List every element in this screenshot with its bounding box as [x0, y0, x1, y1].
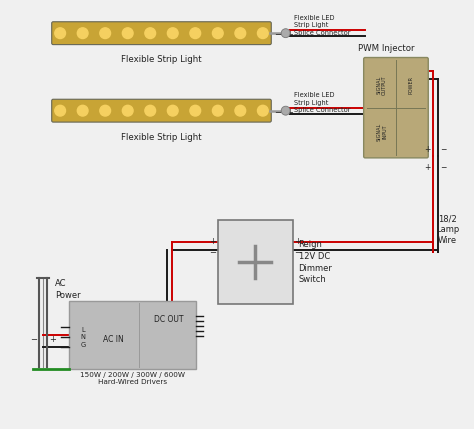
- Text: +: +: [209, 237, 216, 246]
- Circle shape: [167, 28, 178, 39]
- Text: −: −: [209, 248, 216, 257]
- Text: +: +: [424, 163, 431, 172]
- Circle shape: [145, 105, 155, 116]
- Circle shape: [281, 106, 290, 115]
- Text: AC IN: AC IN: [103, 335, 124, 344]
- Text: L
N
G: L N G: [81, 327, 86, 347]
- Text: SIGNAL
INPUT: SIGNAL INPUT: [376, 123, 387, 141]
- Circle shape: [100, 105, 110, 116]
- Text: +: +: [49, 335, 56, 344]
- Text: +: +: [424, 145, 431, 154]
- Circle shape: [257, 28, 268, 39]
- Circle shape: [257, 105, 268, 116]
- Text: AC
Power: AC Power: [55, 279, 81, 299]
- Text: PWM Injector: PWM Injector: [358, 44, 414, 53]
- Circle shape: [190, 105, 201, 116]
- Text: +: +: [286, 108, 293, 117]
- Text: Flexible Strip Light: Flexible Strip Light: [121, 55, 202, 64]
- Text: Reign
12V DC
Dimmer
Switch: Reign 12V DC Dimmer Switch: [299, 240, 332, 284]
- Text: −: −: [440, 163, 446, 172]
- Text: −: −: [30, 335, 37, 344]
- Circle shape: [145, 28, 155, 39]
- Text: DC OUT: DC OUT: [154, 315, 183, 324]
- Circle shape: [55, 28, 65, 39]
- Circle shape: [212, 105, 223, 116]
- Text: −: −: [274, 30, 281, 39]
- Circle shape: [77, 28, 88, 39]
- Circle shape: [235, 28, 246, 39]
- Text: −: −: [274, 108, 281, 117]
- Bar: [69, 302, 196, 369]
- Text: 150W / 200W / 300W / 600W
Hard-Wired Drivers: 150W / 200W / 300W / 600W Hard-Wired Dri…: [80, 372, 185, 386]
- Text: Flexible LED
Strip Light
Splice Connector: Flexible LED Strip Light Splice Connecto…: [293, 92, 350, 113]
- Circle shape: [235, 105, 246, 116]
- Circle shape: [190, 28, 201, 39]
- Text: −: −: [295, 248, 301, 257]
- Circle shape: [122, 28, 133, 39]
- Text: Flexible LED
Strip Light
Splice Connector: Flexible LED Strip Light Splice Connecto…: [293, 15, 350, 36]
- Text: −: −: [440, 145, 446, 154]
- Circle shape: [122, 105, 133, 116]
- Circle shape: [212, 28, 223, 39]
- Text: +: +: [295, 237, 301, 246]
- Circle shape: [100, 28, 110, 39]
- FancyBboxPatch shape: [52, 22, 271, 45]
- Text: Flexible Strip Light: Flexible Strip Light: [121, 133, 202, 142]
- Circle shape: [167, 105, 178, 116]
- Bar: [218, 220, 292, 305]
- Text: POWER: POWER: [409, 76, 414, 94]
- Circle shape: [77, 105, 88, 116]
- Text: 18/2
Lamp
Wire: 18/2 Lamp Wire: [436, 214, 459, 245]
- Text: SIGNAL
OUTPUT: SIGNAL OUTPUT: [376, 76, 387, 95]
- FancyBboxPatch shape: [52, 99, 271, 122]
- FancyBboxPatch shape: [364, 57, 428, 158]
- Text: +: +: [286, 30, 293, 39]
- Circle shape: [281, 29, 290, 38]
- Circle shape: [55, 105, 65, 116]
